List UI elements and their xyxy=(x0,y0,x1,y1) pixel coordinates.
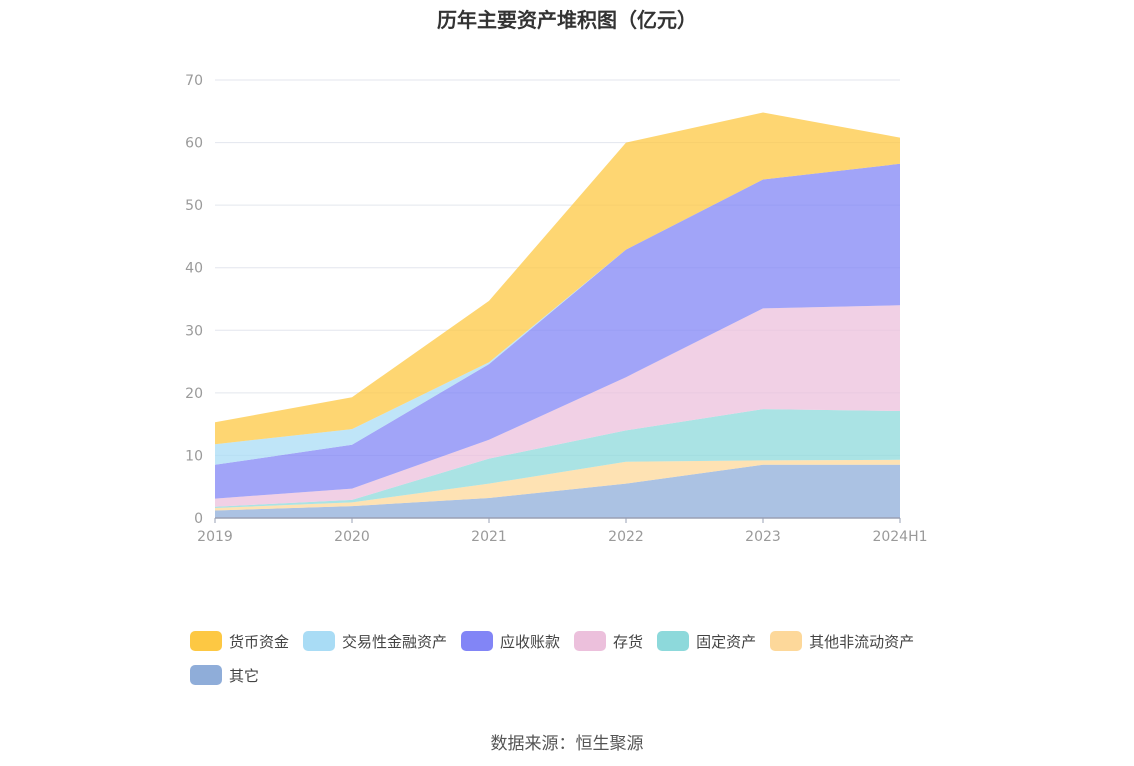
x-tick-label: 2022 xyxy=(608,529,644,545)
y-tick-label: 50 xyxy=(185,198,203,214)
legend-label: 其他非流动资产 xyxy=(809,632,915,651)
legend-swatch xyxy=(190,631,222,651)
legend-label: 货币资金 xyxy=(229,632,290,651)
y-tick-label: 40 xyxy=(185,261,203,277)
x-tick-label: 2021 xyxy=(471,529,507,545)
x-tick-label: 2020 xyxy=(334,529,370,545)
stacked-area-chart: 0 10 20 30 40 50 60 70 2019 2020 2021 2022 2023 2024H… xyxy=(185,73,927,545)
area-series-3 xyxy=(215,305,900,507)
legend-label: 固定资产 xyxy=(696,632,757,651)
area-series-layer xyxy=(215,112,900,518)
y-tick-label: 70 xyxy=(185,73,203,89)
legend-swatch xyxy=(303,631,336,651)
legend-swatch xyxy=(657,631,690,651)
area-series-4 xyxy=(215,163,900,499)
chart-title: 历年主要资产堆积图（亿元） xyxy=(437,8,697,32)
legend-swatch xyxy=(770,631,803,651)
legend-swatch xyxy=(574,631,607,651)
y-tick-label: 10 xyxy=(185,448,203,464)
legend-label: 交易性金融资产 xyxy=(342,632,448,651)
area-series-1 xyxy=(215,459,900,511)
x-tick-label: 2023 xyxy=(745,529,781,545)
legend-item[interactable]: 应收账款 xyxy=(461,630,560,652)
legend-label: 其它 xyxy=(229,666,260,685)
x-tick-label: 2024H1 xyxy=(872,529,927,545)
y-tick-label: 30 xyxy=(185,323,203,339)
area-series-0 xyxy=(215,464,900,518)
legend-item[interactable]: 固定资产 xyxy=(657,630,756,652)
legend-swatch xyxy=(461,631,494,651)
y-tick-label: 20 xyxy=(185,386,203,402)
y-tick-label: 0 xyxy=(194,511,203,527)
axes: 0 10 20 30 40 50 60 70 2019 2020 2021 2022 2023 2024H… xyxy=(185,73,927,545)
legend-item[interactable]: 货币资金 xyxy=(190,630,289,652)
y-tick-label: 60 xyxy=(185,136,203,152)
source-note: 数据来源：恒生聚源 xyxy=(490,734,644,754)
area-series-6 xyxy=(215,112,900,445)
legend-item[interactable]: 交易性金融资产 xyxy=(303,630,447,652)
legend-label: 应收账款 xyxy=(500,632,561,651)
legend-item[interactable]: 存货 xyxy=(574,630,643,652)
legend-item[interactable]: 其它 xyxy=(190,664,259,686)
legend: 货币资金 交易性金融资产 应收账款 存货 固定资产 其他非流动资产其它 xyxy=(190,630,970,698)
x-tick-label: 2019 xyxy=(197,529,233,545)
legend-swatch xyxy=(190,665,222,685)
legend-label: 存货 xyxy=(613,632,644,651)
legend-item[interactable]: 其他非流动资产 xyxy=(770,630,914,652)
area-series-2 xyxy=(215,409,900,508)
